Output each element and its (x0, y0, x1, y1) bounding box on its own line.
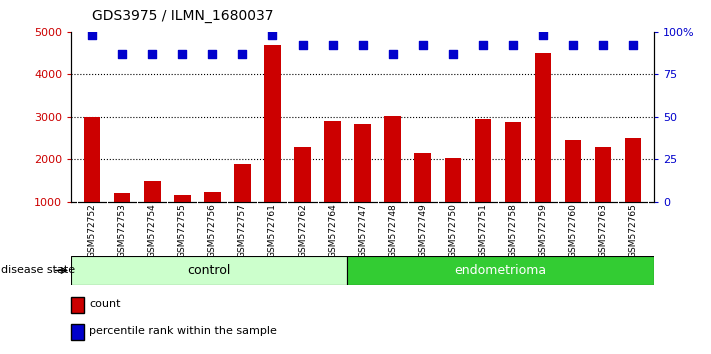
Bar (385, 115, 401, 202)
Text: GSM572762: GSM572762 (298, 203, 307, 257)
Text: GDS3975 / ILMN_1680037: GDS3975 / ILMN_1680037 (92, 9, 274, 23)
Point (538, 33, 549, 38)
Text: GSM572764: GSM572764 (328, 203, 337, 257)
Text: GSM572750: GSM572750 (448, 203, 457, 258)
Bar (264, 45, 281, 202)
Point (296, 42, 308, 48)
Point (267, 33, 278, 38)
Bar (595, 147, 611, 202)
Point (237, 51, 248, 57)
Point (627, 42, 638, 48)
Point (507, 42, 518, 48)
FancyBboxPatch shape (71, 256, 347, 285)
Text: GSM572756: GSM572756 (208, 203, 217, 258)
Text: GSM572747: GSM572747 (358, 203, 367, 257)
Bar (565, 140, 582, 202)
Point (117, 51, 128, 57)
Bar (625, 138, 641, 202)
Text: GSM572757: GSM572757 (238, 203, 247, 258)
Point (87, 33, 98, 38)
Point (146, 51, 158, 57)
Text: GSM572763: GSM572763 (599, 203, 607, 258)
Bar (234, 164, 251, 202)
Bar (144, 181, 161, 202)
Bar (294, 147, 311, 202)
Text: GSM572761: GSM572761 (268, 203, 277, 258)
Text: count: count (89, 299, 120, 309)
Text: GSM572755: GSM572755 (178, 203, 187, 258)
Text: GSM572760: GSM572760 (569, 203, 577, 258)
Text: GSM572758: GSM572758 (508, 203, 518, 258)
Text: GSM572749: GSM572749 (418, 203, 427, 257)
Text: GSM572753: GSM572753 (118, 203, 127, 258)
Point (207, 51, 218, 57)
Text: percentile rank within the sample: percentile rank within the sample (89, 326, 277, 336)
Point (447, 51, 459, 57)
Text: GSM572748: GSM572748 (388, 203, 397, 257)
Point (477, 42, 488, 48)
Text: disease state: disease state (1, 265, 75, 275)
Point (597, 42, 609, 48)
Text: GSM572752: GSM572752 (87, 203, 97, 257)
Point (417, 42, 429, 48)
FancyBboxPatch shape (347, 256, 654, 285)
Point (567, 42, 579, 48)
Bar (474, 119, 491, 202)
Point (387, 51, 398, 57)
Bar (174, 195, 191, 202)
Bar (415, 153, 431, 202)
Bar (354, 125, 371, 202)
Bar (84, 117, 100, 202)
Point (357, 42, 368, 48)
Text: control: control (188, 264, 231, 277)
Bar (505, 122, 521, 202)
Bar (324, 121, 341, 202)
Bar (535, 53, 551, 202)
Text: GSM572751: GSM572751 (479, 203, 487, 258)
Point (176, 51, 188, 57)
Bar (114, 193, 130, 202)
Text: GSM572759: GSM572759 (538, 203, 547, 258)
Point (327, 42, 338, 48)
Text: endometrioma: endometrioma (454, 264, 547, 277)
Bar (444, 158, 461, 202)
Text: GSM572754: GSM572754 (148, 203, 156, 257)
Text: GSM572765: GSM572765 (629, 203, 638, 258)
Bar (204, 192, 220, 202)
